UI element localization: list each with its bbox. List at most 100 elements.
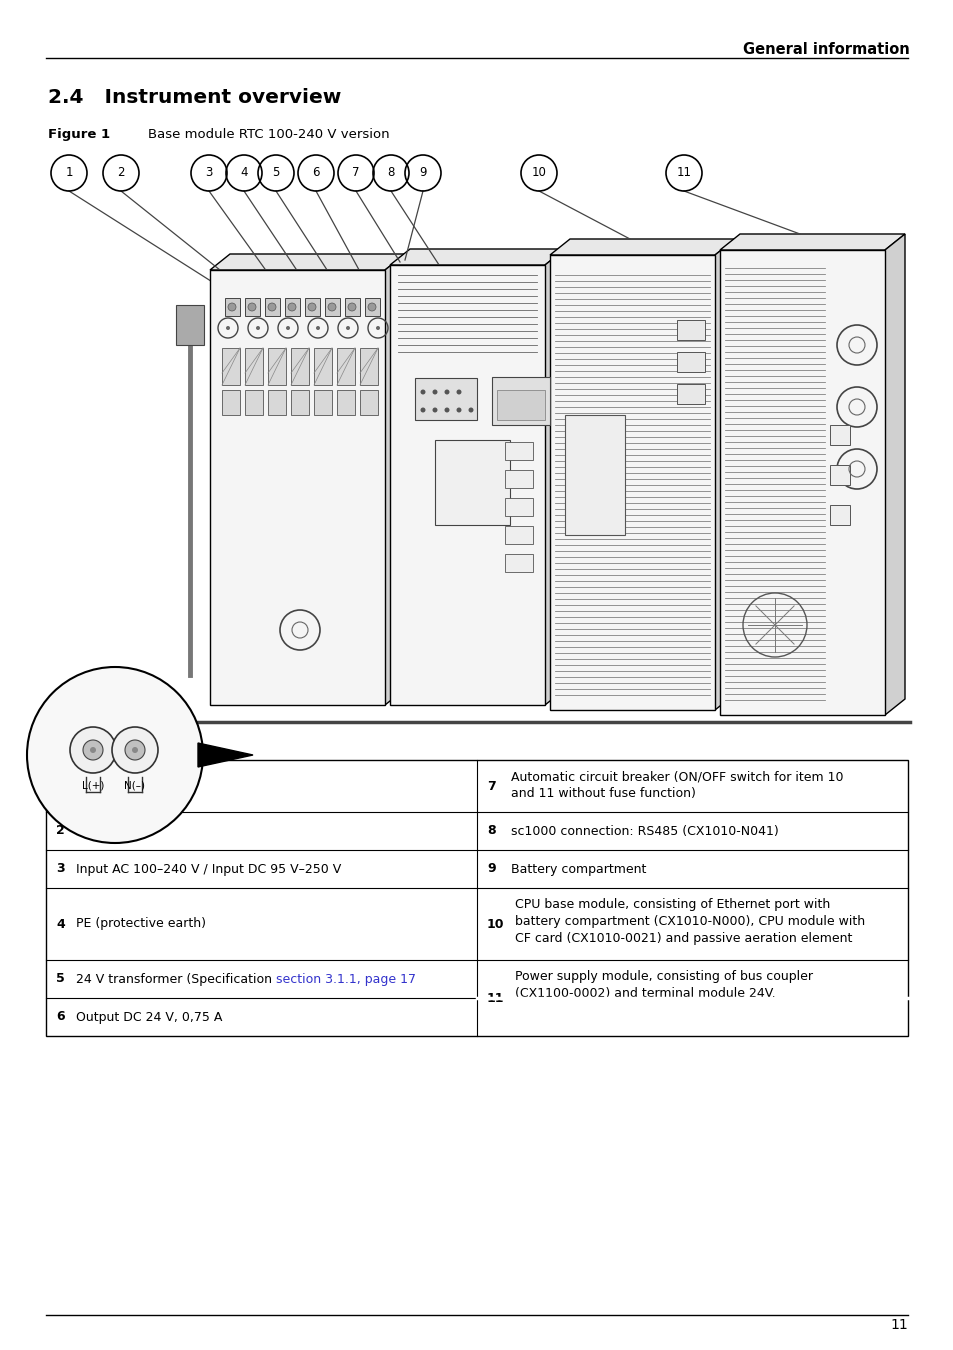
Text: 8: 8	[486, 825, 496, 837]
Ellipse shape	[286, 325, 290, 329]
Ellipse shape	[420, 390, 425, 394]
Text: 1: 1	[65, 166, 72, 180]
Text: Power supply module, consisting of bus coupler: Power supply module, consisting of bus c…	[515, 971, 812, 983]
Ellipse shape	[248, 302, 255, 311]
FancyBboxPatch shape	[314, 348, 332, 385]
Ellipse shape	[228, 302, 235, 311]
Text: 5: 5	[56, 972, 65, 986]
FancyBboxPatch shape	[492, 377, 550, 425]
Ellipse shape	[132, 747, 138, 753]
Text: 11: 11	[889, 1318, 907, 1332]
FancyBboxPatch shape	[435, 440, 510, 525]
FancyBboxPatch shape	[720, 250, 884, 716]
Ellipse shape	[308, 302, 315, 311]
FancyBboxPatch shape	[285, 298, 299, 316]
Text: 24 V transformer (Specification: 24 V transformer (Specification	[76, 972, 275, 986]
FancyBboxPatch shape	[268, 348, 286, 385]
Text: Input AC 100–240 V / Input DC 95 V–250 V: Input AC 100–240 V / Input DC 95 V–250 V	[76, 863, 341, 876]
Ellipse shape	[432, 408, 437, 413]
Text: General information: General information	[742, 42, 909, 57]
Text: L(+): L(+)	[76, 779, 103, 792]
Ellipse shape	[255, 325, 260, 329]
Text: 4: 4	[240, 166, 248, 180]
FancyBboxPatch shape	[415, 378, 476, 420]
Ellipse shape	[346, 325, 350, 329]
Ellipse shape	[226, 325, 230, 329]
Polygon shape	[550, 239, 734, 255]
Text: CF card (CX1010-0021) and passive aeration element: CF card (CX1010-0021) and passive aerati…	[515, 931, 851, 945]
Text: battery compartment (CX1010-N000), CPU module with: battery compartment (CX1010-N000), CPU m…	[515, 915, 864, 927]
FancyBboxPatch shape	[829, 505, 849, 525]
Text: 2.4   Instrument overview: 2.4 Instrument overview	[48, 88, 341, 107]
Text: Automatic circuit breaker (ON/OFF switch for item 10: Automatic circuit breaker (ON/OFF switch…	[511, 769, 842, 783]
Text: 4: 4	[56, 918, 65, 930]
Text: section 3.1.1, page 17: section 3.1.1, page 17	[275, 972, 416, 986]
Text: 8: 8	[387, 166, 395, 180]
Text: (CX1100-0002) and terminal module 24V.: (CX1100-0002) and terminal module 24V.	[515, 987, 775, 1000]
Ellipse shape	[70, 728, 116, 774]
FancyBboxPatch shape	[291, 390, 309, 414]
Ellipse shape	[90, 747, 96, 753]
Text: 7: 7	[486, 779, 496, 792]
Ellipse shape	[288, 302, 295, 311]
Ellipse shape	[368, 302, 375, 311]
FancyBboxPatch shape	[497, 390, 544, 420]
Ellipse shape	[468, 408, 473, 413]
FancyBboxPatch shape	[550, 255, 714, 710]
Text: Battery compartment: Battery compartment	[511, 863, 646, 876]
Text: sc1000 connection: RS485 (CX1010-N041): sc1000 connection: RS485 (CX1010-N041)	[511, 825, 778, 837]
FancyBboxPatch shape	[504, 470, 533, 487]
Ellipse shape	[328, 302, 335, 311]
Text: 3: 3	[205, 166, 213, 180]
FancyBboxPatch shape	[268, 390, 286, 414]
FancyBboxPatch shape	[677, 352, 704, 373]
Ellipse shape	[348, 302, 355, 311]
Polygon shape	[884, 234, 904, 716]
FancyBboxPatch shape	[245, 390, 263, 414]
Polygon shape	[198, 743, 253, 767]
FancyBboxPatch shape	[504, 441, 533, 460]
FancyBboxPatch shape	[222, 390, 240, 414]
Text: and 11 without fuse function): and 11 without fuse function)	[511, 787, 695, 801]
FancyBboxPatch shape	[564, 414, 624, 535]
Text: 11: 11	[676, 166, 691, 180]
FancyBboxPatch shape	[504, 526, 533, 544]
Text: 2: 2	[56, 825, 65, 837]
Ellipse shape	[112, 728, 158, 774]
Ellipse shape	[268, 302, 275, 311]
FancyBboxPatch shape	[245, 348, 263, 385]
FancyBboxPatch shape	[245, 298, 260, 316]
FancyBboxPatch shape	[175, 305, 204, 346]
FancyBboxPatch shape	[359, 390, 377, 414]
Text: Base module RTC 100-240 V version: Base module RTC 100-240 V version	[148, 128, 389, 140]
FancyBboxPatch shape	[210, 270, 385, 705]
Text: 6: 6	[56, 1011, 65, 1023]
FancyBboxPatch shape	[504, 498, 533, 516]
Ellipse shape	[456, 390, 461, 394]
Text: 6: 6	[312, 166, 319, 180]
Text: 1: 1	[56, 779, 65, 792]
Ellipse shape	[420, 408, 425, 413]
Text: CPU base module, consisting of Ethernet port with: CPU base module, consisting of Ethernet …	[515, 898, 829, 911]
Polygon shape	[720, 234, 904, 250]
FancyBboxPatch shape	[677, 320, 704, 340]
Text: Figure 1: Figure 1	[48, 128, 110, 140]
Polygon shape	[544, 248, 564, 705]
Ellipse shape	[315, 325, 319, 329]
Polygon shape	[385, 254, 405, 705]
Text: 2: 2	[117, 166, 125, 180]
FancyBboxPatch shape	[314, 390, 332, 414]
Polygon shape	[390, 248, 564, 265]
FancyBboxPatch shape	[677, 383, 704, 404]
FancyBboxPatch shape	[291, 348, 309, 385]
Polygon shape	[210, 254, 405, 270]
FancyBboxPatch shape	[829, 464, 849, 485]
Text: N(–): N(–)	[125, 780, 146, 790]
Polygon shape	[714, 239, 734, 710]
FancyBboxPatch shape	[504, 554, 533, 572]
Text: 10: 10	[486, 918, 504, 930]
FancyBboxPatch shape	[365, 298, 379, 316]
Text: 10: 10	[531, 166, 546, 180]
Ellipse shape	[444, 408, 449, 413]
Text: 3: 3	[56, 863, 65, 876]
